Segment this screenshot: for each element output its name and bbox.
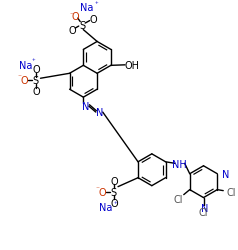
Text: N: N xyxy=(82,102,89,112)
Text: O: O xyxy=(21,76,28,86)
Text: Cl: Cl xyxy=(173,194,183,204)
Text: Na: Na xyxy=(99,202,113,212)
Text: S: S xyxy=(79,20,85,30)
Text: Cl: Cl xyxy=(226,187,236,197)
Text: S: S xyxy=(110,187,116,197)
Text: O: O xyxy=(33,65,40,75)
Text: O: O xyxy=(110,198,118,208)
Text: OH: OH xyxy=(124,61,139,71)
Text: S: S xyxy=(32,76,39,86)
Text: ⁺: ⁺ xyxy=(113,201,117,207)
Text: O: O xyxy=(98,187,106,197)
Text: N: N xyxy=(96,108,103,118)
Text: ⁺: ⁺ xyxy=(32,59,35,65)
Text: NH: NH xyxy=(172,159,187,169)
Text: Na: Na xyxy=(19,61,32,71)
Text: ⁺: ⁺ xyxy=(94,2,98,8)
Text: O: O xyxy=(33,87,40,97)
Text: O: O xyxy=(89,14,97,24)
Text: O: O xyxy=(71,12,79,22)
Text: ⁻: ⁻ xyxy=(18,72,22,82)
Text: ⁻: ⁻ xyxy=(95,184,99,192)
Text: Cl: Cl xyxy=(199,207,208,217)
Text: O: O xyxy=(110,176,118,186)
Text: N: N xyxy=(222,169,230,179)
Text: O: O xyxy=(69,26,76,36)
Text: ⁻: ⁻ xyxy=(69,10,73,19)
Text: N: N xyxy=(201,203,208,213)
Text: Na: Na xyxy=(80,3,94,13)
